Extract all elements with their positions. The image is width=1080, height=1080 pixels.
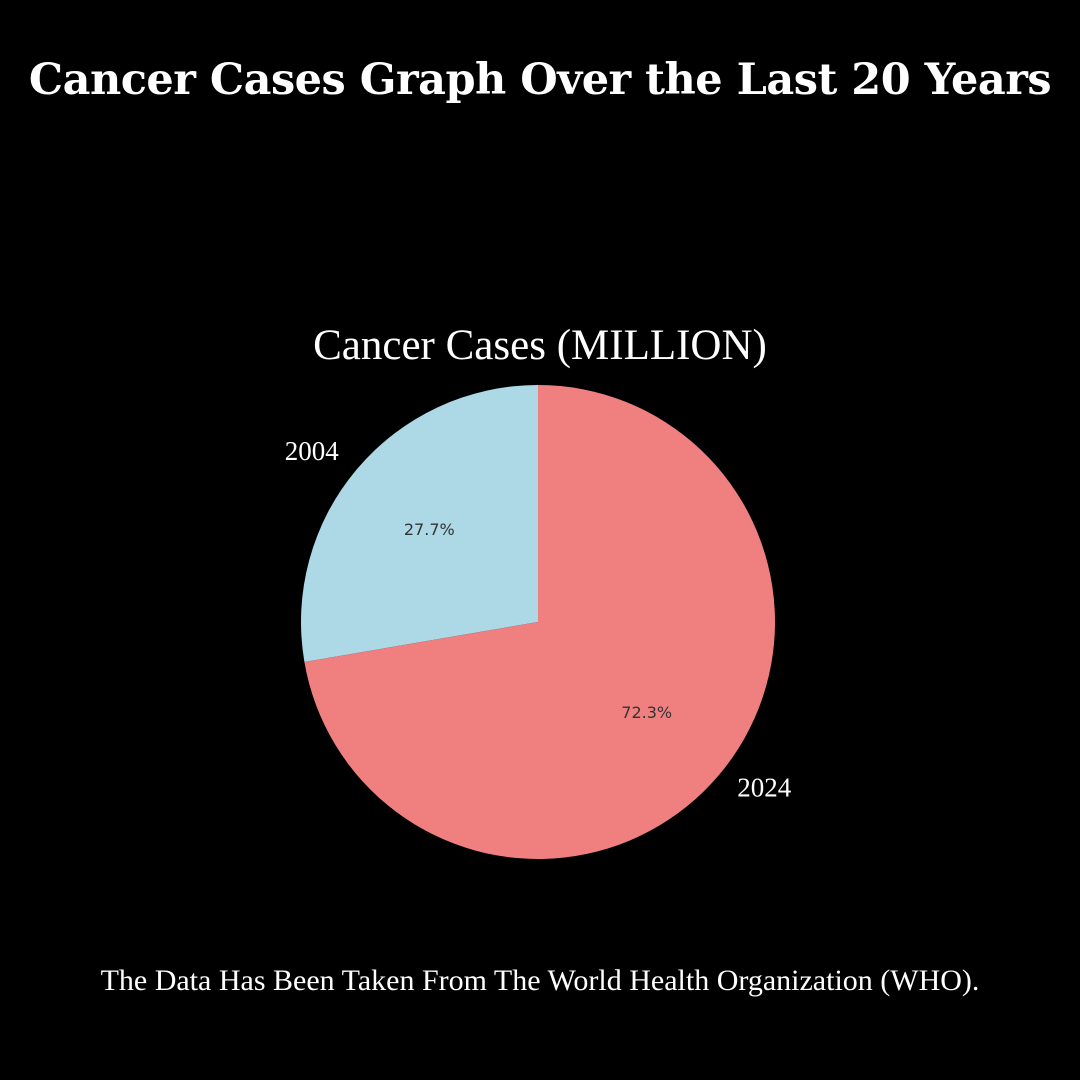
pie-slice-2024: [304, 385, 775, 859]
pie-slices: [300, 385, 775, 859]
page-title: Cancer Cases Graph Over the Last 20 Year…: [28, 55, 1052, 105]
source-note: The Data Has Been Taken From The World H…: [100, 964, 980, 997]
pie-category-label-2004: 2004: [285, 436, 340, 466]
pie-slice-2004: [300, 385, 538, 663]
pie-labels: 27.7% 2004 72.3% 2024: [285, 436, 792, 802]
pie-percent-label-2004: 27.7%: [404, 520, 455, 539]
pie-percent-label-2024: 72.3%: [621, 703, 672, 722]
pie-category-label-2024: 2024: [737, 772, 792, 802]
chart-title: Cancer Cases (MILLION): [313, 322, 767, 369]
